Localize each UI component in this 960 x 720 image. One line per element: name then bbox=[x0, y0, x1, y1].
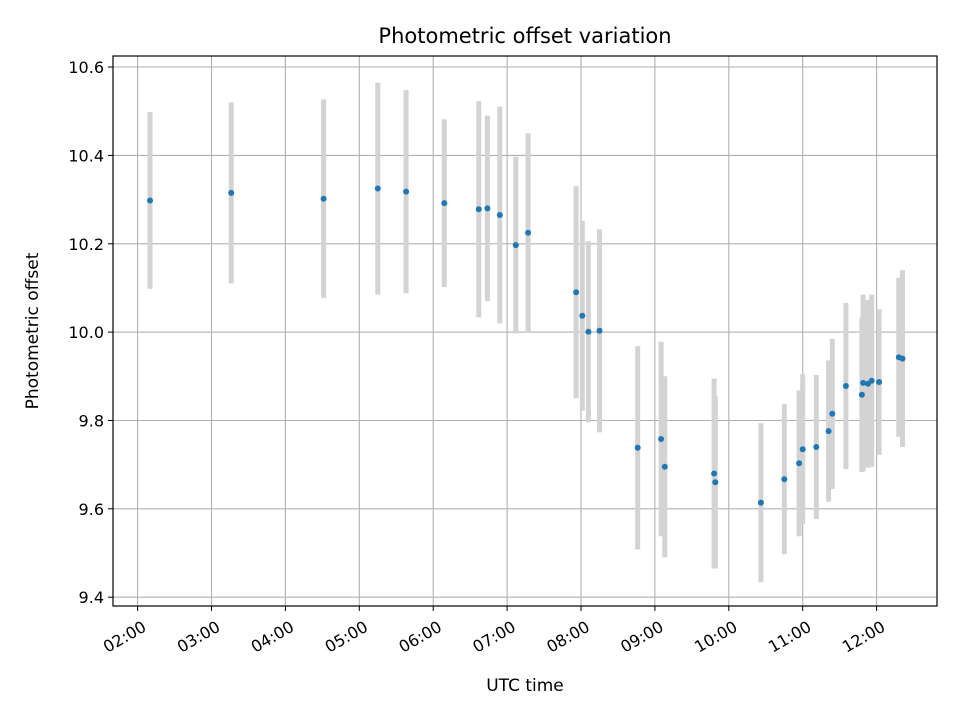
data-point bbox=[441, 200, 448, 207]
y-tick-label: 10.2 bbox=[68, 235, 104, 254]
y-axis: 9.4 9.6 9.8 10.0 10.2 10.4 10.6 bbox=[68, 58, 113, 607]
data-point bbox=[374, 185, 381, 192]
data-point bbox=[860, 379, 867, 386]
data-point bbox=[858, 391, 865, 398]
data-point bbox=[573, 289, 580, 296]
chart-title: Photometric offset variation bbox=[378, 24, 671, 48]
y-tick-label: 10.4 bbox=[68, 146, 104, 165]
data-point bbox=[579, 312, 586, 319]
data-point bbox=[799, 446, 806, 453]
data-point bbox=[512, 242, 519, 249]
data-point bbox=[842, 383, 849, 389]
data-point bbox=[796, 460, 803, 467]
y-tick-label: 9.6 bbox=[79, 500, 104, 519]
data-point bbox=[484, 205, 491, 212]
data-point bbox=[596, 327, 603, 334]
y-tick-label: 9.8 bbox=[79, 412, 104, 431]
data-point bbox=[320, 195, 327, 202]
y-axis-label: Photometric offset bbox=[23, 252, 43, 409]
data-point bbox=[813, 444, 820, 450]
data-point bbox=[228, 189, 235, 196]
data-point bbox=[658, 436, 665, 442]
y-tick-label: 10.6 bbox=[68, 58, 104, 77]
data-point bbox=[825, 428, 832, 435]
data-point bbox=[585, 328, 592, 335]
plot-frame bbox=[112, 55, 938, 607]
data-point bbox=[496, 212, 503, 218]
x-axis-label: UTC time bbox=[486, 676, 564, 696]
data-point bbox=[899, 355, 906, 362]
data-point bbox=[868, 377, 875, 384]
y-tick-label: 10.0 bbox=[68, 323, 104, 342]
data-point bbox=[661, 463, 668, 470]
y-tick-label: 9.4 bbox=[79, 588, 104, 607]
data-point bbox=[403, 188, 410, 195]
data-points bbox=[147, 185, 906, 506]
data-point bbox=[712, 479, 719, 486]
data-point bbox=[711, 470, 718, 477]
data-point bbox=[876, 379, 883, 385]
data-point bbox=[525, 229, 532, 236]
data-point bbox=[781, 476, 788, 483]
data-point bbox=[634, 444, 641, 451]
data-point bbox=[475, 206, 482, 213]
data-point bbox=[829, 410, 836, 417]
data-point bbox=[147, 197, 153, 204]
data-point bbox=[757, 499, 764, 506]
